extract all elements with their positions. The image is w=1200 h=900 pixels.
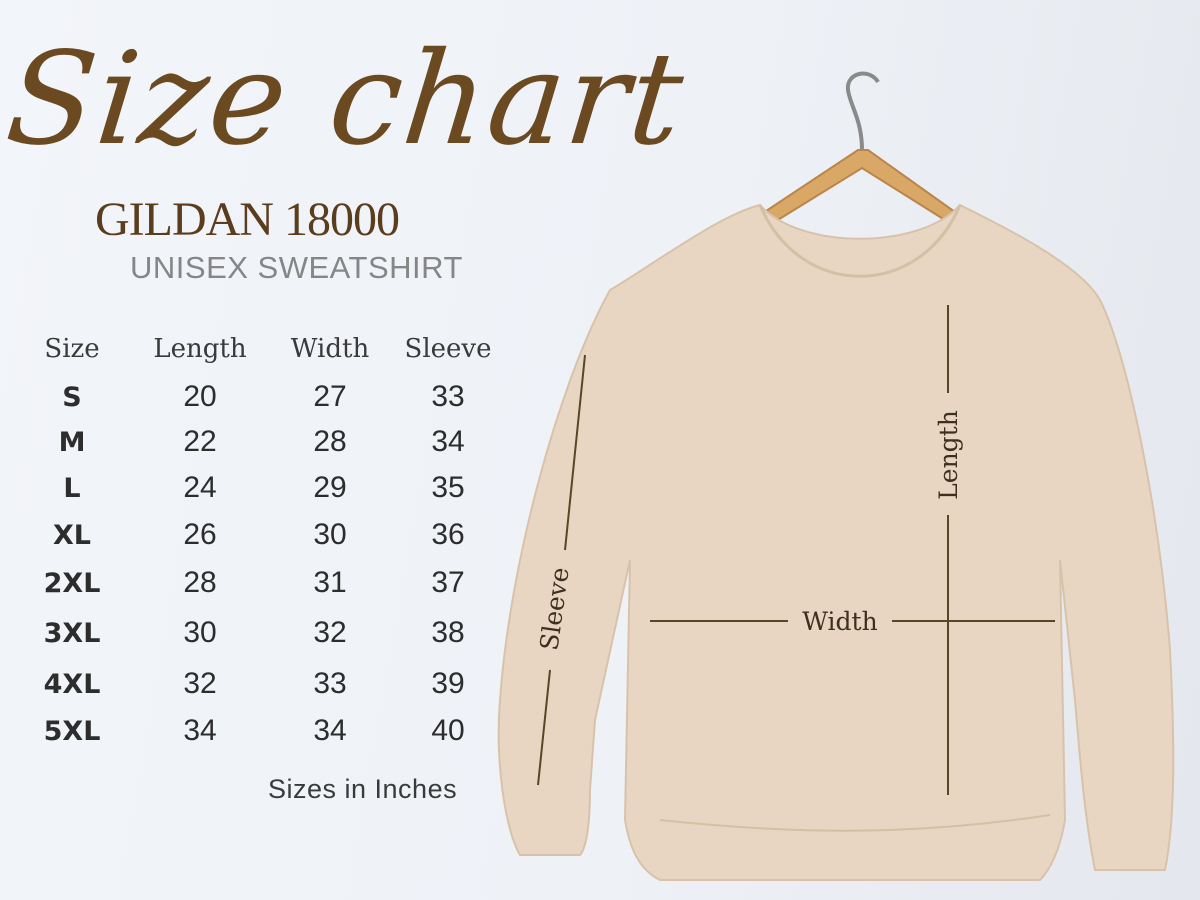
- units-note: Sizes in Inches: [268, 774, 458, 804]
- product-subtitle: UNISEX SWEATSHIRT: [130, 250, 463, 285]
- cell-sleeve: 35: [431, 471, 465, 504]
- cell-size: S: [62, 382, 82, 413]
- cell-sleeve: 37: [431, 566, 465, 599]
- cell-sleeve: 38: [431, 616, 465, 649]
- cell-length: 20: [183, 380, 217, 413]
- cell-width: 33: [313, 667, 347, 700]
- hanger-icon: [758, 71, 957, 228]
- cell-width: 34: [313, 714, 347, 747]
- cell-sleeve: 39: [431, 667, 465, 700]
- cell-sleeve: 40: [431, 714, 465, 747]
- column-header-length: Length: [153, 334, 247, 364]
- cell-size: L: [63, 473, 81, 504]
- width-label: Width: [802, 607, 877, 636]
- brand-name: GILDAN 18000: [95, 193, 400, 246]
- cell-size: XL: [52, 520, 92, 551]
- cell-size: 5XL: [43, 716, 101, 747]
- cell-width: 29: [313, 471, 347, 504]
- sleeve-measure-line: [537, 354, 586, 786]
- cell-length: 32: [183, 667, 217, 700]
- cell-size: M: [58, 427, 86, 458]
- sweatshirt-body: [497, 203, 1175, 881]
- cell-length: 22: [183, 425, 217, 458]
- cell-size: 2XL: [43, 568, 101, 599]
- cell-length: 30: [183, 616, 217, 649]
- cell-width: 28: [313, 425, 347, 458]
- cell-sleeve: 33: [431, 380, 465, 413]
- column-header-width: Width: [290, 334, 370, 364]
- cell-length: 34: [183, 714, 217, 747]
- cell-sleeve: 34: [431, 425, 465, 458]
- cell-sleeve: 36: [431, 518, 465, 551]
- cell-width: 30: [313, 518, 347, 551]
- column-header-size: Size: [44, 334, 100, 364]
- cell-size: 4XL: [43, 669, 101, 700]
- cell-width: 27: [313, 380, 347, 413]
- cell-length: 28: [183, 566, 217, 599]
- length-label: Length: [934, 410, 963, 500]
- cell-width: 32: [313, 616, 347, 649]
- cell-length: 26: [183, 518, 217, 551]
- cell-length: 24: [183, 471, 217, 504]
- cell-width: 31: [313, 566, 347, 599]
- cell-size: 3XL: [43, 618, 101, 649]
- column-header-sleeve: Sleeve: [404, 334, 492, 364]
